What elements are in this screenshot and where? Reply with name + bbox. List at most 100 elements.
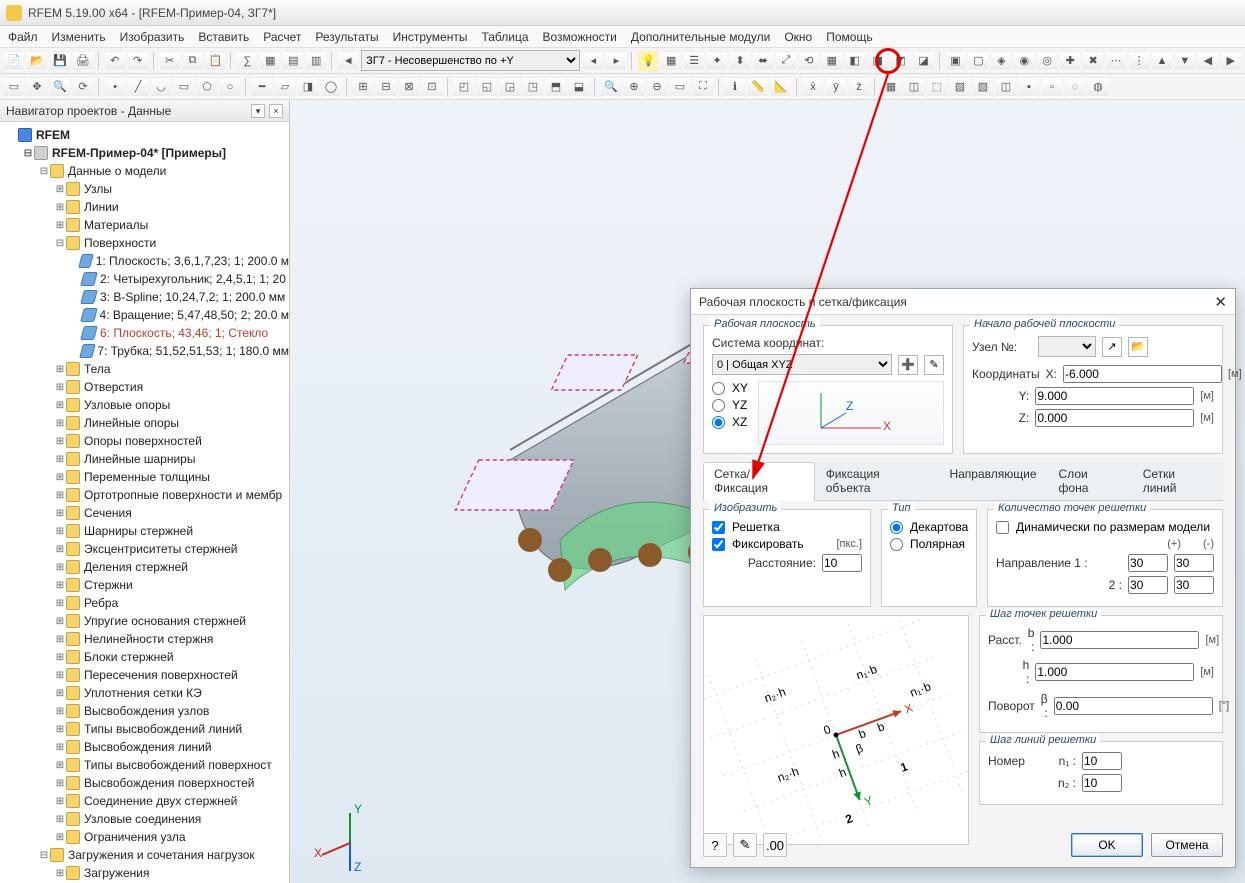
t2-v5-icon[interactable]: ⬒: [546, 77, 566, 97]
h-input[interactable]: [1035, 663, 1194, 681]
tree-item[interactable]: ⊞Узлы: [0, 180, 289, 198]
tab-grid-snap[interactable]: Сетка/Фиксация: [703, 462, 815, 501]
loadcase-combo[interactable]: ЗГ7 - Несовершенство по +Y: [361, 50, 580, 71]
tree-item[interactable]: ⊞Стержни: [0, 576, 289, 594]
tb-redo-icon[interactable]: ↷: [128, 51, 148, 71]
tree-item[interactable]: ⊟Данные о модели: [0, 162, 289, 180]
t2-rot-icon[interactable]: ⟳: [73, 77, 93, 97]
tb-table-icon[interactable]: ▦: [260, 51, 280, 71]
tree-item[interactable]: ⊟RFEM-Пример-04* [Примеры]: [0, 144, 289, 162]
tree-item[interactable]: ⊞Деления стержней: [0, 558, 289, 576]
tree-item[interactable]: 4: Вращение; 5,47,48,50; 2; 20.0 м: [0, 306, 289, 324]
t2-r4-icon[interactable]: ▭: [670, 77, 690, 97]
tree-item[interactable]: ⊞Эксцентриситеты стержней: [0, 540, 289, 558]
menu-view[interactable]: Изобразить: [120, 30, 185, 44]
t2-rect-icon[interactable]: ▭: [174, 77, 194, 97]
tree-item[interactable]: ⊞Ограничения узла: [0, 828, 289, 846]
chk-snap[interactable]: [712, 538, 725, 551]
t2-x1-icon[interactable]: x̄: [803, 77, 823, 97]
tb-m2-icon[interactable]: ▢: [968, 51, 988, 71]
tree-item[interactable]: ⊞Высвобождения поверхностей: [0, 774, 289, 792]
tb-copy-icon[interactable]: ⧉: [183, 51, 203, 71]
t2-r2-icon[interactable]: ⊕: [624, 77, 644, 97]
t2-x2-icon[interactable]: ȳ: [826, 77, 846, 97]
menu-insert[interactable]: Вставить: [198, 30, 249, 44]
t2-x3-icon[interactable]: z̄: [849, 77, 869, 97]
tab-guidelines[interactable]: Направляющие: [938, 462, 1047, 500]
defaults-icon[interactable]: ✎: [733, 833, 757, 857]
menu-options[interactable]: Возможности: [543, 30, 617, 44]
tb-ax3-icon[interactable]: ⤢: [776, 51, 796, 71]
tb-e2-icon[interactable]: ◨: [868, 51, 888, 71]
tree-item[interactable]: ⊞Уплотнения сетки КЭ: [0, 684, 289, 702]
tree-item[interactable]: ⊞Линейные шарниры: [0, 450, 289, 468]
tb-m8-icon[interactable]: ⋯: [1106, 51, 1126, 71]
beta-input[interactable]: [1054, 697, 1213, 715]
coord-edit-icon[interactable]: ✎: [924, 355, 944, 375]
t2-v4-icon[interactable]: ◳: [523, 77, 543, 97]
tb-ax2-icon[interactable]: ⬌: [753, 51, 773, 71]
coord-sys-combo[interactable]: 0 | Общая XYZ: [712, 354, 892, 375]
tb-paste-icon[interactable]: 📋: [206, 51, 226, 71]
tb-prev-icon[interactable]: ◄: [338, 51, 358, 71]
t2-p1-icon[interactable]: ▦: [881, 77, 901, 97]
tb-ax4-icon[interactable]: ⟲: [799, 51, 819, 71]
tb-grid3-icon[interactable]: ▤: [283, 51, 303, 71]
menu-help[interactable]: Помощь: [826, 30, 872, 44]
tb-m4-icon[interactable]: ◉: [1014, 51, 1034, 71]
tree-item[interactable]: ⊞Узловые соединения: [0, 810, 289, 828]
tb-new-icon[interactable]: 📄: [4, 51, 24, 71]
tree-item[interactable]: ⊞Пересечения поверхностей: [0, 666, 289, 684]
t2-p5-icon[interactable]: ▧: [973, 77, 993, 97]
chk-grid[interactable]: [712, 521, 725, 534]
tree-item[interactable]: 7: Трубка; 51,52,51,53; 1; 180.0 мм: [0, 342, 289, 360]
tb-e3-icon[interactable]: ◩: [891, 51, 911, 71]
nav-pin-icon[interactable]: ▾: [251, 104, 265, 118]
coord-new-icon[interactable]: ➕: [898, 355, 918, 375]
tb-m13-icon[interactable]: ▶: [1221, 51, 1241, 71]
dialog-title-bar[interactable]: Рабочая плоскость и сетка/фиксация ✕: [691, 289, 1235, 315]
tb-cs-icon[interactable]: ✦: [707, 51, 727, 71]
t2-p7-icon[interactable]: ▪: [1019, 77, 1039, 97]
tb-m10-icon[interactable]: ▲: [1152, 51, 1172, 71]
tb-e4-icon[interactable]: ◪: [914, 51, 934, 71]
t2-p3-icon[interactable]: ⬚: [927, 77, 947, 97]
tb-print-icon[interactable]: 🖨: [73, 51, 93, 71]
tb-undo-icon[interactable]: ↶: [105, 51, 125, 71]
t2-member-icon[interactable]: ━: [252, 77, 272, 97]
tb-calc-icon[interactable]: ∑: [237, 51, 257, 71]
tb-nav-prev-icon[interactable]: ◂: [583, 51, 603, 71]
t2-v1-icon[interactable]: ◰: [454, 77, 474, 97]
chk-dynamic[interactable]: [996, 521, 1009, 534]
t2-p2-icon[interactable]: ◫: [904, 77, 924, 97]
help-icon[interactable]: ?: [703, 833, 727, 857]
tb-grid-icon[interactable]: ▦: [661, 51, 681, 71]
t2-surf-icon[interactable]: ▱: [275, 77, 295, 97]
dist-input[interactable]: [822, 554, 862, 572]
t2-line-icon[interactable]: ╱: [128, 77, 148, 97]
tb-m9-icon[interactable]: ⋮: [1129, 51, 1149, 71]
t2-s2-icon[interactable]: ⊟: [376, 77, 396, 97]
t2-v3-icon[interactable]: ◲: [500, 77, 520, 97]
tree-item[interactable]: ⊞Линейные опоры: [0, 414, 289, 432]
t2-i2-icon[interactable]: 📏: [748, 77, 768, 97]
tree-item[interactable]: ⊞Опоры поверхностей: [0, 432, 289, 450]
tb-m3-icon[interactable]: ◈: [991, 51, 1011, 71]
tree-item[interactable]: ⊞Типы высвобождений поверхност: [0, 756, 289, 774]
tb-nav-next-icon[interactable]: ▸: [606, 51, 626, 71]
t2-p9-icon[interactable]: ◌: [1065, 77, 1085, 97]
menu-addons[interactable]: Дополнительные модули: [631, 30, 770, 44]
tb-m7-icon[interactable]: ✖: [1083, 51, 1103, 71]
dir1-plus-input[interactable]: [1128, 554, 1168, 572]
tree-item[interactable]: RFEM: [0, 126, 289, 144]
t2-i3-icon[interactable]: 📐: [771, 77, 791, 97]
tree-item[interactable]: 1: Плоскость; 3,6,1,7,23; 1; 200.0 м: [0, 252, 289, 270]
t2-solid-icon[interactable]: ◨: [298, 77, 318, 97]
menu-tools[interactable]: Инструменты: [393, 30, 468, 44]
tb-cut-icon[interactable]: ✂: [160, 51, 180, 71]
tab-bg-layers[interactable]: Слои фона: [1048, 462, 1132, 500]
tb-m5-icon[interactable]: ◎: [1037, 51, 1057, 71]
t2-s1-icon[interactable]: ⊞: [353, 77, 373, 97]
y-input[interactable]: [1035, 387, 1194, 405]
tree-item[interactable]: ⊞Загружения: [0, 864, 289, 882]
